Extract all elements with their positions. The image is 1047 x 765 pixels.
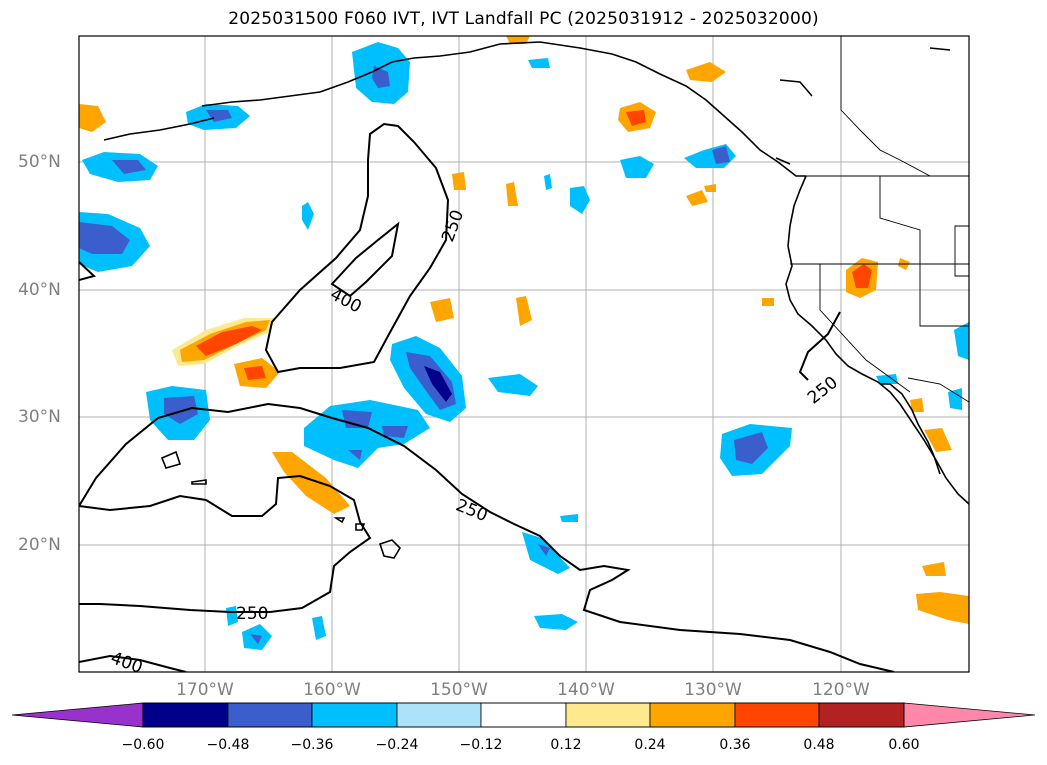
lon-label: 160°W [303,680,361,700]
graticule [79,36,969,672]
lat-label: 40°N [18,280,61,300]
lon-label: 170°W [176,680,234,700]
lon-label: 140°W [557,680,615,700]
contour-label: 250 [804,373,842,409]
map-frame [78,35,970,673]
hawaii-big [378,539,402,559]
coastlines [103,41,969,559]
pc-positive-blobs [79,36,969,624]
alaska-coast [319,41,806,177]
colorbar-tick: −0.24 [375,737,419,753]
colorbar-tick: −0.36 [290,737,334,753]
lat-label: 50°N [18,152,61,172]
blob-trail [304,400,430,468]
lat-label: 20°N [18,535,61,555]
political-borders [790,36,969,403]
west-coast [785,175,969,505]
colorbar-tick: 0.36 [719,737,751,753]
colorbar-tick: 0.48 [803,737,835,753]
lon-label: 150°W [430,680,488,700]
lon-label: 120°W [812,680,870,700]
colorbar [11,702,1036,728]
contour-250-south [79,402,895,672]
pc-negative-blobs [79,42,969,650]
contour-label: 250 [236,604,268,624]
colorbar-tick: −0.12 [459,737,503,753]
contour-250-north [264,122,450,374]
colorbar-tick: 0.60 [888,737,920,753]
contour-400-north [330,221,400,298]
contour-label: 400 [108,648,145,678]
contour-250-inner [79,474,372,613]
colorbar-tick: −0.48 [206,737,250,753]
contour-label: 250 [438,207,468,244]
colorbar-tick: 0.12 [550,737,582,753]
colorbar-extend-high [903,702,1036,728]
colorbar-tick: −0.60 [121,737,165,753]
lat-label: 30°N [18,407,61,427]
ivt-contours [79,122,895,672]
colorbar-extend-low [11,702,144,728]
colorbar-tick: 0.24 [634,737,666,753]
lon-label: 130°W [684,680,742,700]
map-title: 2025031500 F060 IVT, IVT Landfall PC (20… [228,9,819,29]
